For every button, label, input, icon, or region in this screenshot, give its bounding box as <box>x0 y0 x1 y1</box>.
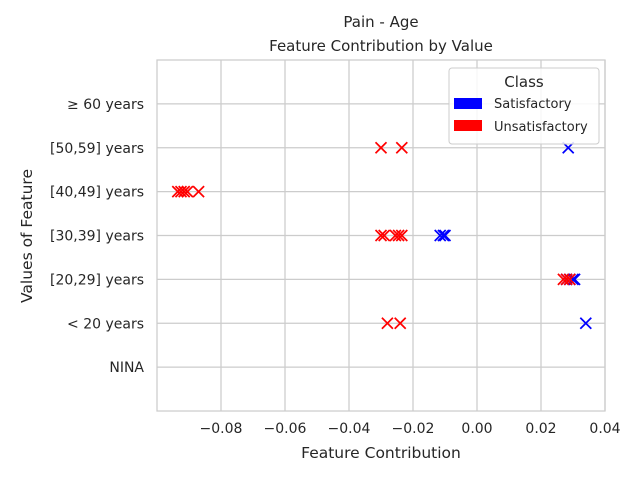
data-point-satisfactory <box>579 317 592 330</box>
data-point-unsatisfactory <box>181 185 194 198</box>
y-tick-label: [40,49] years <box>50 185 144 201</box>
x-tick-label: −0.08 <box>200 421 243 437</box>
data-point-unsatisfactory <box>563 273 576 286</box>
chart-subtitle: Feature Contribution by Value <box>269 37 493 55</box>
chart-title: Pain - Age <box>343 13 418 31</box>
y-tick-label: NINA <box>109 360 144 376</box>
y-tick-label: ≥ 60 years <box>67 97 144 113</box>
legend-swatch-unsatisfactory <box>454 120 482 131</box>
x-axis-ticks: −0.08 −0.06 −0.04 −0.02 0.00 0.02 0.04 <box>200 421 621 437</box>
data-point-unsatisfactory <box>392 229 405 242</box>
y-axis-ticks: NINA < 20 years [20,29] years [30,39] years… <box>50 97 144 376</box>
data-point-unsatisfactory <box>374 229 388 242</box>
data-point-satisfactory <box>438 229 452 242</box>
plot-frame <box>156 59 606 412</box>
y-axis-label: Values of Feature <box>18 169 36 303</box>
data-point-unsatisfactory <box>395 141 408 154</box>
data-point-unsatisfactory <box>560 273 573 286</box>
data-point-unsatisfactory <box>192 185 205 198</box>
x-tick-label: −0.02 <box>392 421 435 437</box>
y-tick-label: [50,59] years <box>50 141 144 157</box>
legend-swatch-satisfactory <box>454 98 482 109</box>
data-point-unsatisfactory <box>381 317 394 330</box>
x-tick-label: 0.00 <box>461 421 492 437</box>
legend-title: Class <box>504 73 544 91</box>
data-point-unsatisfactory <box>374 141 388 154</box>
y-tick-label: [30,39] years <box>50 229 144 245</box>
legend-label-satisfactory: Satisfactory <box>494 97 572 112</box>
data-point-satisfactory <box>437 229 450 242</box>
data-points <box>171 141 592 330</box>
x-tick-label: 0.04 <box>589 421 620 437</box>
legend-label-unsatisfactory: Unsatisfactory <box>494 120 588 135</box>
data-point-unsatisfactory <box>394 317 407 330</box>
legend: Class Satisfactory Unsatisfactory <box>448 67 600 145</box>
x-axis-label: Feature Contribution <box>301 444 461 462</box>
data-point-unsatisfactory <box>395 229 408 242</box>
x-tick-label: −0.06 <box>264 421 307 437</box>
data-point-unsatisfactory <box>178 185 191 198</box>
data-point-unsatisfactory <box>378 229 391 242</box>
legend-box <box>448 67 600 145</box>
x-tick-label: −0.04 <box>328 421 371 437</box>
y-tick-label: < 20 years <box>67 316 144 332</box>
y-tick-label: [20,29] years <box>50 272 144 288</box>
x-tick-label: 0.02 <box>525 421 556 437</box>
data-point-satisfactory <box>434 229 447 242</box>
